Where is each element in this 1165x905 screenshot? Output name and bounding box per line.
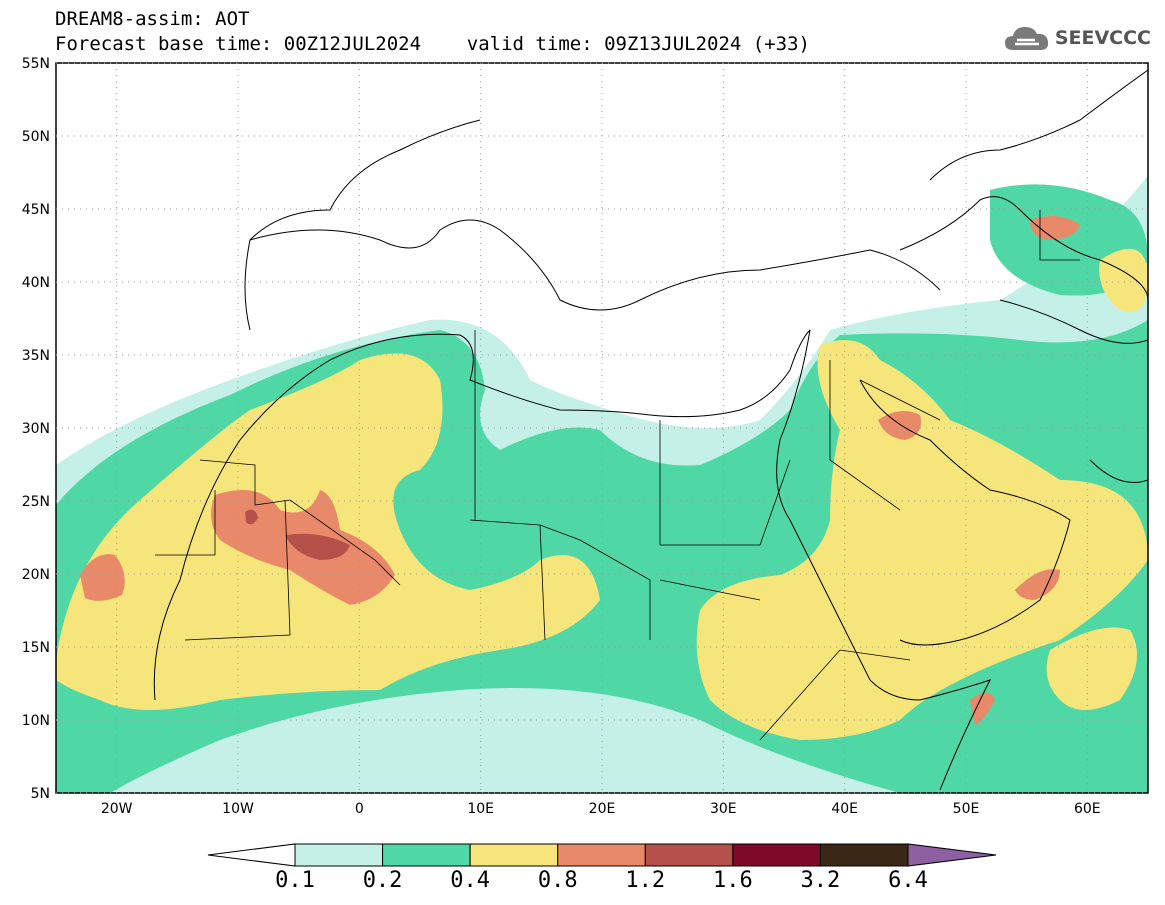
colorbar-box	[819, 843, 909, 867]
lon-tick-label: 0	[355, 801, 364, 817]
colorbar-tick-label: 0.8	[537, 868, 578, 893]
lat-tick-label: 25N	[22, 494, 50, 510]
colorbar-box	[644, 843, 734, 867]
colorbar-box	[732, 843, 821, 867]
lon-tick-label: 10E	[467, 801, 494, 817]
colorbar-tick-label: 3.2	[800, 868, 841, 893]
colorbar-box	[469, 843, 559, 867]
colorbar	[207, 843, 997, 867]
colorbar-tick-label: 1.6	[712, 868, 753, 893]
aot-band-0.8-mauritania	[80, 554, 125, 601]
lon-tick-label: 40E	[831, 801, 858, 817]
colorbar-high-arrow	[907, 843, 997, 867]
colorbar-box	[294, 843, 384, 867]
lat-tick-label: 50N	[22, 129, 50, 145]
lat-tick-label: 45N	[22, 202, 50, 218]
map-title: DREAM8-assim: AOT	[55, 8, 250, 30]
aot-band-0.8-yemen	[970, 692, 995, 725]
lon-tick-label: 20W	[101, 801, 133, 817]
lat-tick-label: 20N	[22, 567, 50, 583]
coastlines	[153, 69, 1148, 791]
aot-band-1.2	[285, 533, 350, 560]
colorbar-low-arrow	[207, 843, 296, 867]
country-borders	[155, 210, 1080, 741]
colorbar-tick-label: 0.2	[362, 868, 403, 893]
colorbar-box	[382, 843, 471, 867]
lat-tick-label: 30N	[22, 421, 50, 437]
lon-tick-label: 10W	[222, 801, 254, 817]
colorbar-tick-label: 1.2	[625, 868, 666, 893]
colorbar-box	[557, 843, 646, 867]
lat-tick-label: 15N	[22, 640, 50, 656]
aot-band-0.4-east	[696, 340, 1148, 740]
graticule	[56, 62, 1148, 794]
aot-band-1.2-west	[245, 509, 258, 525]
lat-tick-label: 5N	[31, 786, 50, 802]
lon-tick-label: 50E	[953, 801, 980, 817]
colorbar-tick-label: 0.1	[275, 868, 315, 893]
longitude-labels: 20W 10W 0 10E 20E 30E 40E 50E 60E	[101, 801, 1101, 817]
lon-tick-label: 20E	[589, 801, 616, 817]
lat-tick-label: 35N	[22, 348, 50, 364]
cloud-icon	[1004, 27, 1048, 50]
aot-band-0.8-iraq	[878, 411, 921, 440]
lat-tick-label: 40N	[22, 275, 50, 291]
lon-tick-label: 30E	[710, 801, 737, 817]
lon-tick-label: 60E	[1074, 801, 1101, 817]
map-subtitle: Forecast base time: 00Z12JUL2024 valid t…	[55, 33, 810, 55]
aot-band-0.4-somalia	[1046, 627, 1138, 710]
colorbar-tick-label: 0.4	[450, 868, 491, 893]
logo-text: SEEVCCC	[1054, 27, 1151, 49]
latitude-labels: 55N 50N 45N 40N 35N 30N 25N 20N 15N 10N 5N	[22, 56, 50, 802]
lat-tick-label: 10N	[22, 713, 50, 729]
aot-band-0.8-oman	[1015, 569, 1060, 600]
colorbar-tick-label: 6.4	[888, 868, 928, 893]
aot-band-0.8-caspian	[1030, 216, 1080, 240]
lat-tick-label: 55N	[22, 56, 50, 72]
seevccc-logo: SEEVCCC	[1003, 22, 1151, 54]
